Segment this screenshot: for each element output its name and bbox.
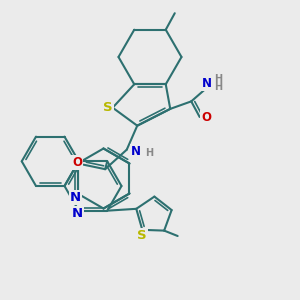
Text: H: H xyxy=(146,148,154,158)
Text: N: N xyxy=(70,190,81,204)
Text: N: N xyxy=(131,145,141,158)
Text: H: H xyxy=(214,82,223,92)
Text: O: O xyxy=(201,111,211,124)
Text: S: S xyxy=(103,101,113,114)
Text: N: N xyxy=(72,207,83,220)
Text: H: H xyxy=(214,74,223,85)
Text: N: N xyxy=(202,77,212,90)
Text: O: O xyxy=(72,156,82,169)
Text: S: S xyxy=(137,229,147,242)
